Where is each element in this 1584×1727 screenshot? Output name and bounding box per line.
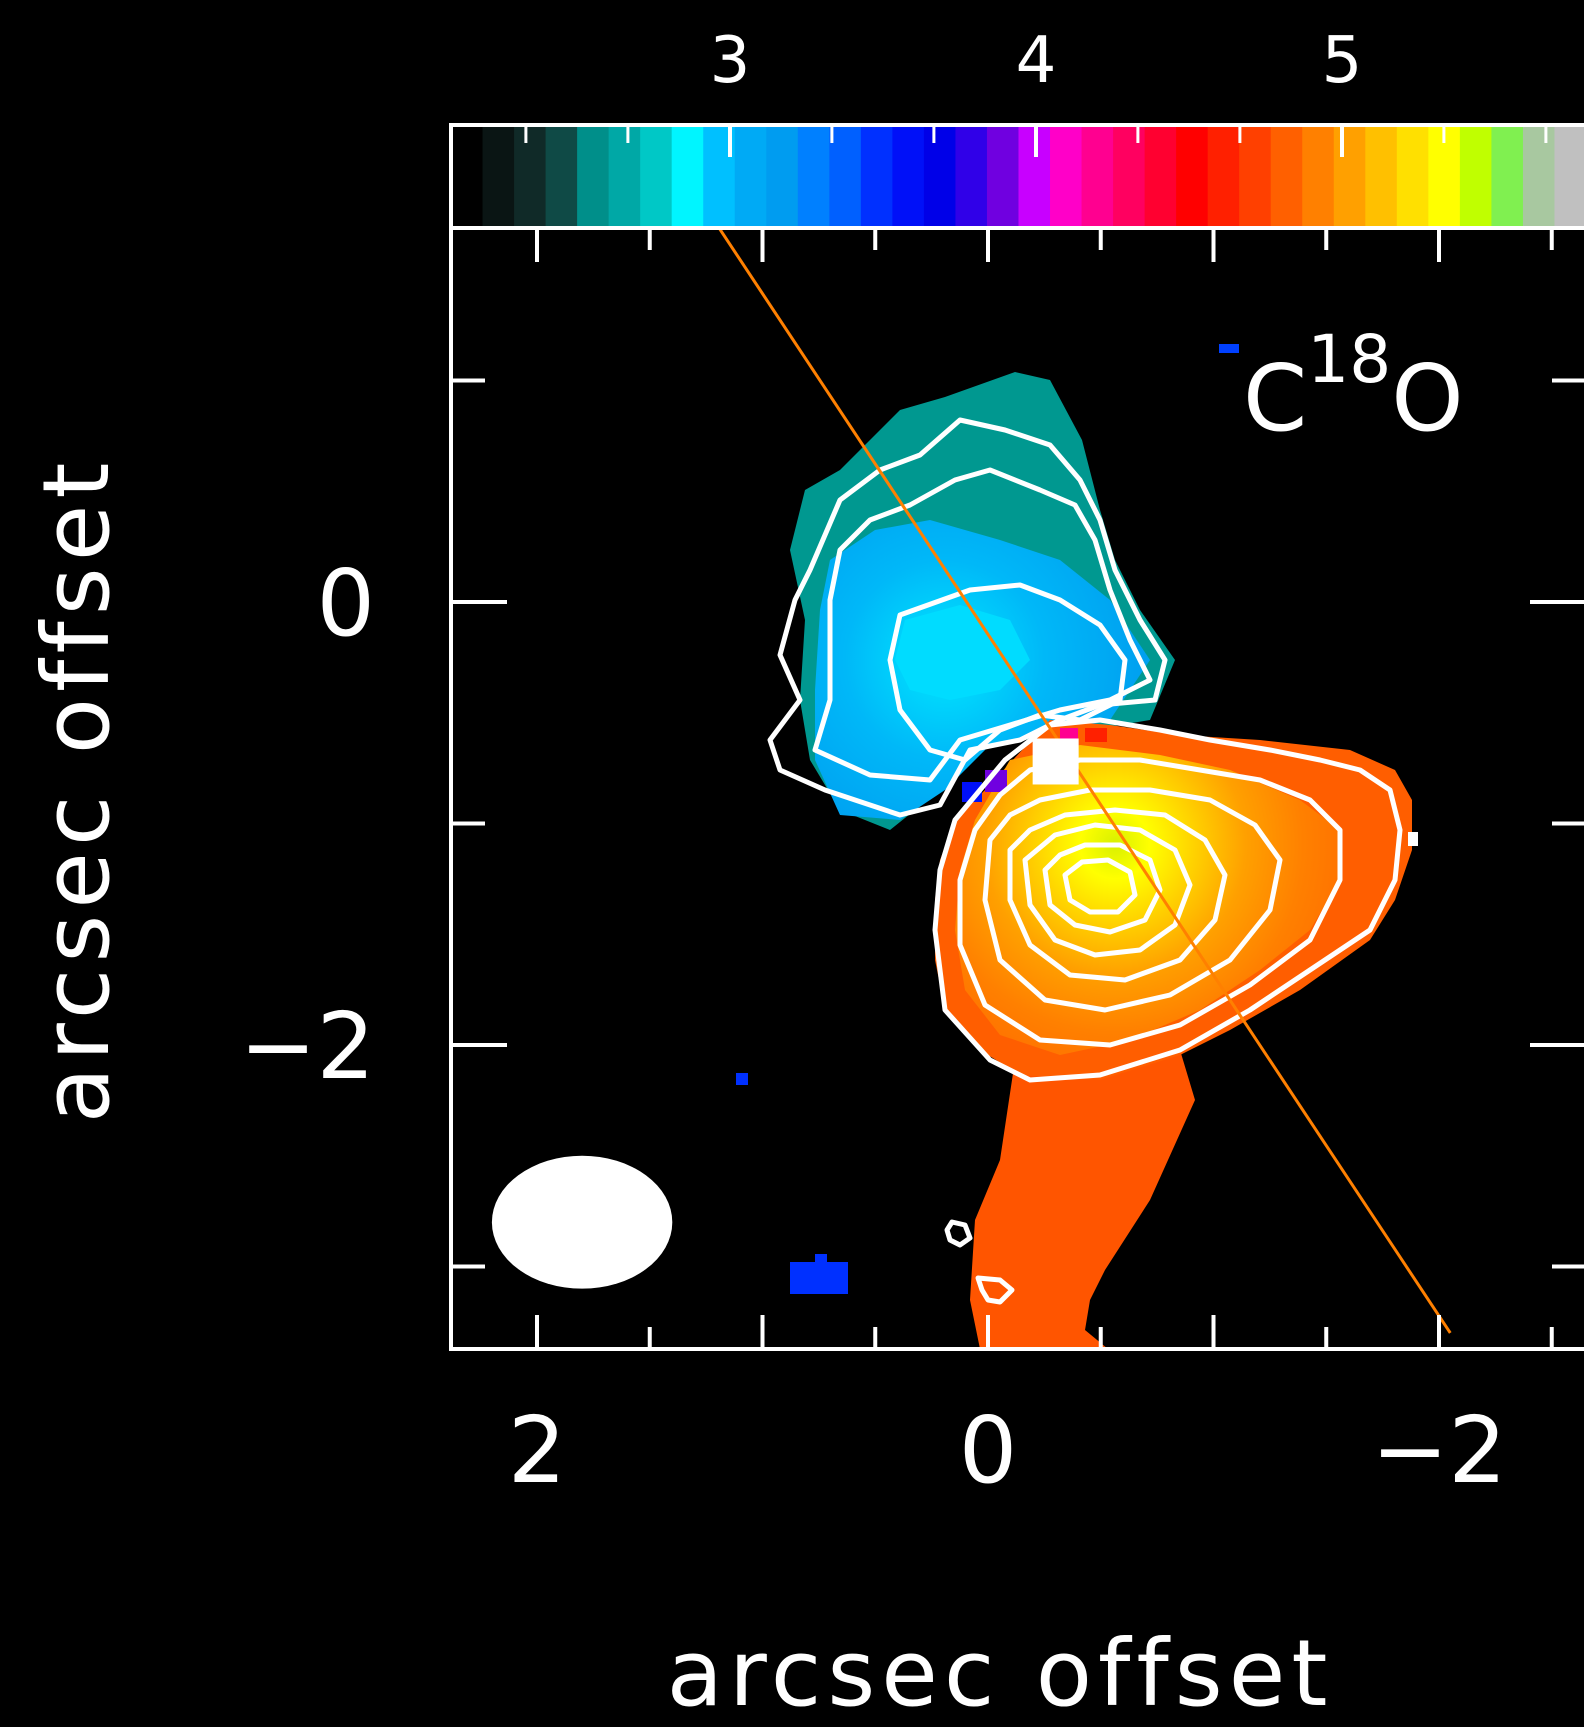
beam-ellipse <box>491 1155 673 1289</box>
colorbar-cell <box>1302 125 1335 228</box>
plot-area: 2 0 −2 0 −2 C18O <box>239 226 1584 1504</box>
colorbar-cell <box>829 125 862 228</box>
colorbar-cell <box>1491 125 1524 228</box>
x-axis-label: arcsec offset <box>667 1620 1334 1727</box>
molecule-base: C <box>1243 345 1307 452</box>
colorbar-cell <box>1050 125 1083 228</box>
colorbar-tick-label: 5 <box>1322 24 1363 98</box>
contour-red <box>1022 822 1193 958</box>
x-tick-label: 2 <box>508 1397 567 1504</box>
molecule-superscript: 18 <box>1307 321 1391 398</box>
blue-pixel-patch <box>815 1254 827 1264</box>
colorbar-cell <box>1113 125 1146 228</box>
colorbar-cell <box>1522 125 1556 228</box>
x-tick-label: −2 <box>1371 1397 1507 1504</box>
colorbar-cell <box>514 125 547 228</box>
colorbar-cell <box>986 125 1020 228</box>
x-axis-ticks: 2 0 −2 <box>508 228 1554 1504</box>
colorbar: 3 4 5 <box>449 24 1584 230</box>
colorbar-cell <box>1365 125 1398 228</box>
contour-red <box>1062 857 1138 915</box>
colorbar-cell <box>955 125 988 228</box>
x-tick-label: 0 <box>959 1397 1018 1504</box>
colorbar-cell <box>1554 125 1584 228</box>
y-axis-ticks: 0 −2 <box>239 378 1584 1269</box>
colorbar-cell <box>892 125 925 228</box>
colorbar-ticks: 3 4 5 <box>524 24 1548 157</box>
colorbar-cell <box>482 125 515 228</box>
colorbar-tick-label: 4 <box>1016 24 1057 98</box>
source-marker <box>1032 738 1079 785</box>
colorbar-cell <box>766 125 799 228</box>
colorbar-cell <box>1333 125 1366 228</box>
colorbar-cell <box>1207 125 1240 228</box>
contour-red <box>982 787 1283 1013</box>
colorbar-cell <box>545 125 578 228</box>
y-tick-label: −2 <box>239 993 375 1100</box>
contour-blue <box>767 417 1168 818</box>
contour-red <box>1042 842 1163 935</box>
colorbar-cell <box>1459 125 1493 228</box>
colorbar-cell <box>451 125 484 228</box>
colorbar-cell <box>577 125 610 228</box>
colorbar-cell <box>1270 125 1303 228</box>
contour-blue <box>812 467 1153 783</box>
contour-red <box>1007 807 1228 983</box>
molecule-label: C18O <box>1243 321 1464 452</box>
contour-red <box>932 717 1403 1083</box>
colorbar-tick-label: 3 <box>710 24 751 98</box>
blue-pixel-dot <box>1219 344 1239 353</box>
contour-pixel <box>1408 832 1418 846</box>
molecule-suffix: O <box>1391 345 1463 452</box>
colorbar-cell <box>640 125 673 228</box>
blue-pixel-patch <box>790 1262 848 1294</box>
colorbar-cell <box>734 125 767 228</box>
colorbar-cell <box>923 125 957 228</box>
contour-small <box>944 1219 973 1248</box>
colorbar-cell <box>608 125 641 228</box>
colorbar-cell <box>860 125 893 228</box>
colorbar-cell <box>1144 125 1177 228</box>
colorbar-cell <box>671 125 704 228</box>
emission-map <box>491 228 1452 1349</box>
blue-pixel-dot <box>736 1073 748 1085</box>
colorbar-cell <box>1081 125 1114 228</box>
y-tick-label: 0 <box>316 550 375 657</box>
plot-frame <box>449 226 1584 1351</box>
outflow-axis-line <box>717 228 1452 1334</box>
red-lobe-tail <box>970 1050 1195 1349</box>
blue-lobe-core <box>895 605 1030 700</box>
colorbar-cell <box>1176 125 1209 228</box>
contour-red <box>957 757 1343 1048</box>
colorbar-cell <box>1396 125 1429 228</box>
contour-small <box>975 1275 1015 1305</box>
colorbar-cells <box>451 125 1584 228</box>
y-axis-label: arcsec offset <box>23 457 130 1124</box>
colorbar-cell <box>1239 125 1272 228</box>
contours <box>767 417 1418 1305</box>
colorbar-cell <box>797 125 830 228</box>
